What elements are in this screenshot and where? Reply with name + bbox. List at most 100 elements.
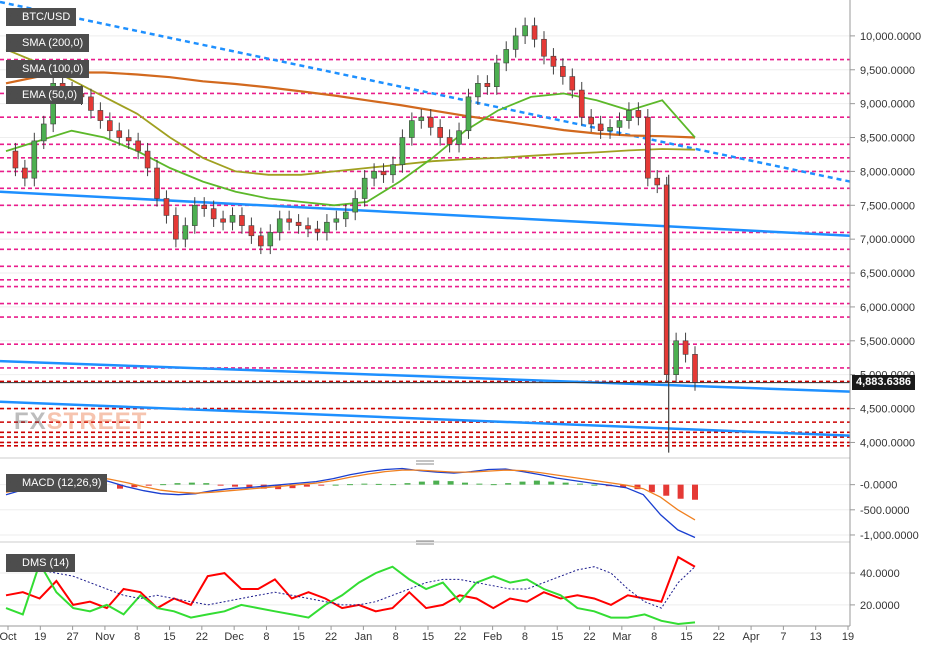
candle-body <box>569 76 576 91</box>
candle-body <box>248 225 255 237</box>
time-tick-label: 15 <box>422 631 434 643</box>
candle-body <box>682 340 689 355</box>
macd-histogram-bar <box>433 480 440 485</box>
price-tick-label: 10,000.0000 <box>860 31 921 43</box>
price-tick-label: 8,500.0000 <box>860 133 915 145</box>
candle-body <box>220 218 226 223</box>
macd-histogram-bar <box>318 484 325 486</box>
dms-lines <box>5 555 696 626</box>
candlesticks <box>12 17 698 453</box>
candle-body <box>456 130 462 145</box>
sma200-text: SMA (200,0) <box>22 37 84 49</box>
trendline[interactable] <box>0 359 851 393</box>
candle-body <box>173 215 179 240</box>
resize-handle-1[interactable] <box>416 460 434 465</box>
price-panel[interactable]: 10,000.0000 9,500.0000 9,000.0000 8,500.000… <box>0 0 921 458</box>
macd-histogram-bar <box>361 483 368 485</box>
candle-body <box>409 120 415 138</box>
sma200-label[interactable]: SMA (200,0) <box>6 34 90 52</box>
macd-histogram-bar <box>648 484 655 493</box>
macd-tick-label: -1,000.0000 <box>860 530 919 542</box>
time-tick-label: 19 <box>34 631 46 643</box>
candle-body <box>475 83 481 98</box>
macd-panel[interactable]: -0.0000 -500.0000 -1,000.0000 <box>0 467 919 542</box>
macd-tick-label: -500.0000 <box>860 505 910 517</box>
macd-line <box>5 467 696 539</box>
candle-body <box>673 340 679 375</box>
price-gridlines <box>0 35 850 443</box>
macd-axis-ticks: -0.0000 -500.0000 -1,000.0000 <box>850 480 919 542</box>
time-tick-label: 7 <box>780 631 786 643</box>
dms-gridlines <box>0 572 850 606</box>
macd-histogram-bar <box>174 483 181 485</box>
dms-label[interactable]: DMS (14) <box>6 554 76 572</box>
candle-body <box>361 177 368 199</box>
candle-body <box>125 137 132 142</box>
candle-body <box>550 55 557 67</box>
macd-signal-line <box>5 469 696 521</box>
time-tick-label: 8 <box>134 631 140 643</box>
time-tick-label: 22 <box>713 631 725 643</box>
time-tick-label: 27 <box>66 631 78 643</box>
candle-body <box>578 89 585 118</box>
macd-histogram-bar <box>145 484 152 486</box>
price-tick-label: 7,500.0000 <box>860 200 915 212</box>
time-tick-label: 8 <box>393 631 399 643</box>
ema50-label[interactable]: EMA (50,0) <box>6 86 84 104</box>
candle-body <box>314 228 321 233</box>
candle-body <box>645 116 651 179</box>
macd-histogram-bar <box>160 484 167 486</box>
candle-body <box>446 137 453 145</box>
time-tick-label: 22 <box>196 631 208 643</box>
macd-histogram-bar <box>462 482 468 485</box>
time-tick-label: 15 <box>551 631 563 643</box>
symbol-text: BTC/USD <box>22 11 71 23</box>
macd-histogram-bar <box>663 484 670 496</box>
macd-histogram-bar <box>404 483 411 485</box>
macd-swatch <box>10 479 18 487</box>
macd-histogram-bar <box>203 483 210 485</box>
macd-histogram-bar <box>375 483 382 485</box>
candle-body <box>210 208 217 220</box>
time-tick-label: 8 <box>522 631 528 643</box>
macd-histogram-bar <box>418 481 425 485</box>
trendline[interactable] <box>0 400 851 437</box>
dms-panel[interactable]: 40.0000 20.0000 <box>0 555 900 626</box>
price-tick-label: 5,500.0000 <box>860 336 915 348</box>
time-axis-ticks[interactable]: Oct 19 27 Nov 8 15 22 Dec 8 15 22 Jan 8 15 22 Feb 8 15 22 M… <box>0 626 854 643</box>
macd-histogram-bar <box>692 484 698 500</box>
candle-body <box>635 110 642 118</box>
macd-histogram-bar <box>289 484 296 489</box>
trendline[interactable] <box>0 190 851 238</box>
sma100-label[interactable]: SMA (100,0) <box>6 60 90 78</box>
resize-handle-2[interactable] <box>416 540 434 545</box>
macd-lines <box>5 467 696 539</box>
macd-histogram-bar <box>677 484 684 499</box>
watermark-street: STREET <box>46 408 148 435</box>
sma200-line <box>5 71 696 139</box>
candle-body <box>399 137 406 165</box>
trendline[interactable] <box>0 0 851 183</box>
time-tick-label: 15 <box>293 631 305 643</box>
macd-histogram-bar <box>447 481 454 485</box>
macd-histogram-bar <box>562 482 569 485</box>
candle-body <box>522 25 528 37</box>
symbol-label[interactable]: BTC/USD <box>6 8 77 26</box>
sma100-line <box>5 48 696 176</box>
dms-series-line <box>5 555 696 613</box>
macd-label[interactable]: MACD (12,26,9) <box>6 474 108 492</box>
candle-body <box>286 218 292 223</box>
sma200-swatch <box>10 39 18 47</box>
symbol-swatch <box>10 13 18 21</box>
candle-body <box>107 120 113 132</box>
candle-body <box>588 116 594 125</box>
macd-histogram-bar <box>519 481 526 485</box>
candle-body <box>342 211 349 220</box>
macd-tick-label: -0.0000 <box>860 480 897 492</box>
macd-histogram-bar <box>217 484 224 486</box>
candle-body <box>163 198 170 216</box>
candle-body <box>295 221 302 226</box>
candle-body <box>97 110 104 121</box>
candle-body <box>305 225 311 230</box>
